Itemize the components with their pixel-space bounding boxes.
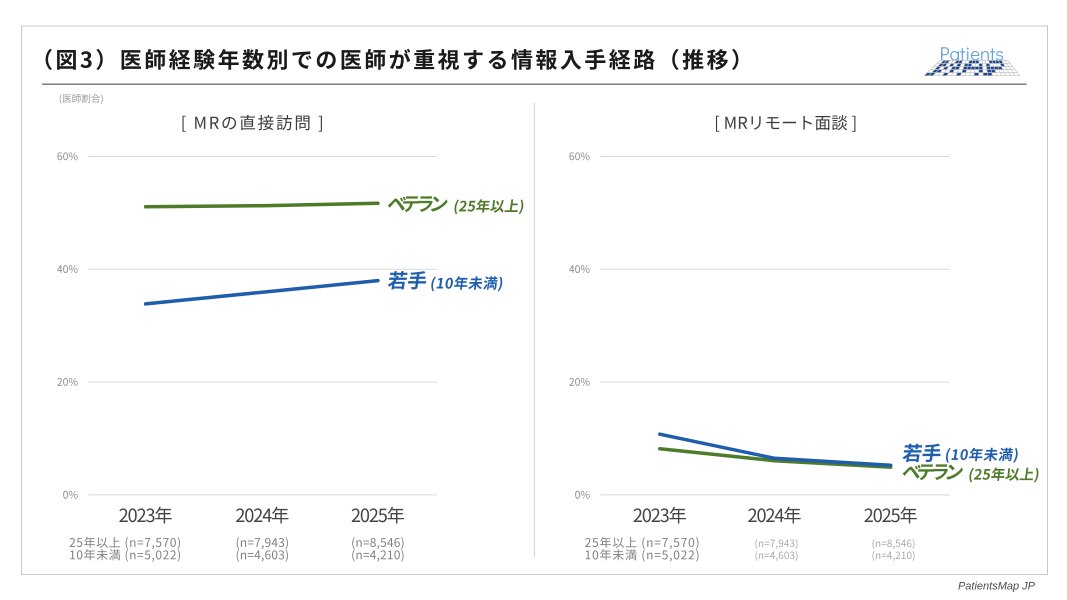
svg-text:PatientsMap JP: PatientsMap JP xyxy=(958,581,1036,593)
